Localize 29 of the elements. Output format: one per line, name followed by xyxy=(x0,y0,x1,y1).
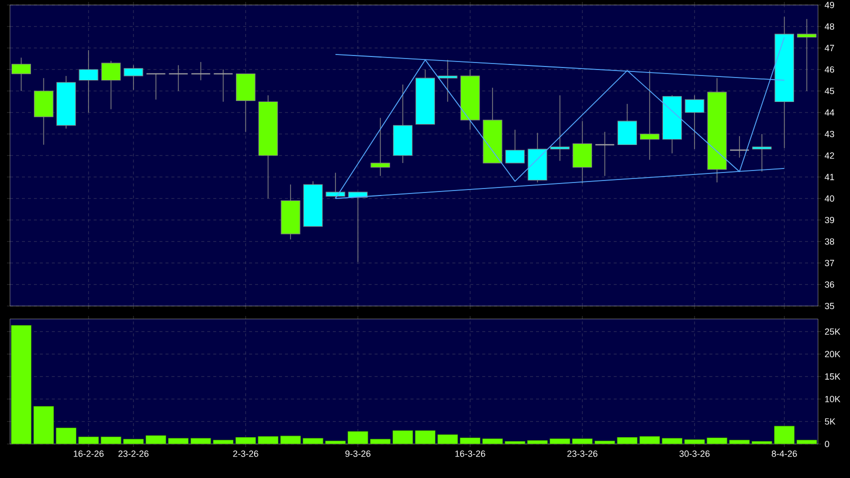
y-tick-label: 44 xyxy=(824,109,834,116)
y-tick-label: 15K xyxy=(825,373,840,380)
y-tick-label: 47 xyxy=(824,44,834,52)
y-tick-label: 39 xyxy=(824,216,834,224)
x-tick-label: 23-2-26 xyxy=(118,450,148,457)
x-tick-label: 16-3-26 xyxy=(455,450,486,457)
y-tick-label: 48 xyxy=(824,23,834,30)
x-tick-label: 8-4-26 xyxy=(772,450,797,457)
x-tick-label: 9-3-26 xyxy=(345,450,370,457)
y-tick-label: 0 xyxy=(824,440,830,448)
y-tick-label: 42 xyxy=(824,152,834,159)
y-tick-label: 40 xyxy=(824,195,834,202)
y-tick-label: 10K xyxy=(825,396,840,402)
y-tick-label: 25K xyxy=(824,328,840,335)
y-tick-label: 45 xyxy=(824,88,834,94)
x-tick-label: 30-3-26 xyxy=(679,450,710,457)
x-tick-label: 2-3-26 xyxy=(233,450,258,457)
y-tick-label: 38 xyxy=(824,238,834,245)
y-tick-label: 35 xyxy=(824,302,834,310)
y-tick-label: 20K xyxy=(824,350,840,358)
y-tick-label: 43 xyxy=(824,130,834,138)
y-tick-label: 46 xyxy=(824,66,834,73)
y-tick-label: 49 xyxy=(824,2,834,8)
y-tick-label: 41 xyxy=(824,174,834,180)
y-tick-label: 5K xyxy=(824,418,836,425)
x-tick-label: 23-3-26 xyxy=(567,450,598,457)
x-tick-label: 16-2-26 xyxy=(74,450,104,457)
y-tick-label: 36 xyxy=(824,281,834,288)
y-tick-label: 37 xyxy=(824,260,834,266)
